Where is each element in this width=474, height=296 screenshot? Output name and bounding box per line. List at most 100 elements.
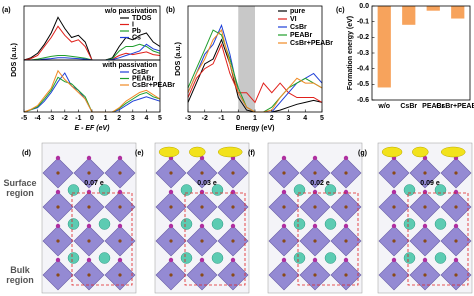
x-tick-label: 0 (90, 115, 94, 122)
iodine-atom (117, 155, 123, 161)
x-tick-label: -2 (62, 115, 68, 122)
x-tick-label: -1 (75, 115, 81, 122)
charge-label: 0.07 e (84, 180, 104, 187)
lead-atom (344, 205, 348, 209)
panel-label: (f) (248, 150, 255, 157)
legend-label: VI (290, 16, 297, 23)
bar (402, 6, 416, 25)
iodine-atom (343, 223, 349, 229)
lead-atom (454, 273, 458, 277)
panel-label: (e) (135, 150, 144, 157)
lead-atom (454, 171, 458, 175)
panel-label: (a) (2, 7, 11, 14)
iodine-atom (117, 189, 123, 195)
lead-atom (454, 239, 458, 243)
cesium-atom (434, 218, 447, 230)
lead-atom (56, 273, 60, 277)
cesium-atom (98, 252, 111, 264)
lead-atom (392, 273, 396, 277)
y-axis-label: DOS (a.u.) (11, 43, 18, 77)
lead-atom (169, 239, 173, 243)
y-tick-label: -0.5 (357, 81, 369, 88)
iodine-atom (343, 189, 349, 195)
iodine-atom (199, 257, 205, 263)
region-label: Bulk region (6, 265, 34, 285)
iodine-atom (422, 257, 428, 263)
lead-atom (282, 239, 286, 243)
lead-atom (118, 239, 122, 243)
iodine-atom (422, 189, 428, 195)
cesium-atom (211, 218, 224, 230)
charge-isosurface (440, 146, 466, 158)
lead-atom (200, 239, 204, 243)
legend-label: CsBr (290, 24, 307, 31)
bar (426, 6, 440, 11)
unit-cell-outline (407, 192, 469, 286)
legend-label: Pb (132, 28, 141, 35)
y-axis-label: Formation energy (eV) (347, 16, 354, 90)
x-tick-label: 0 (236, 115, 240, 122)
cesium-atom (98, 218, 111, 230)
lead-atom (87, 205, 91, 209)
cesium-atom (180, 252, 193, 264)
y-tick-label: -0.2 (357, 34, 369, 41)
legend-label: CsBr+PEABr (290, 40, 333, 47)
iodine-atom (86, 155, 92, 161)
cesium-atom (293, 184, 306, 196)
shaded-band (238, 6, 255, 112)
cesium-atom (324, 252, 337, 264)
iodine-atom (453, 189, 459, 195)
iodine-atom (168, 223, 174, 229)
y-tick-label: -0.6 (357, 97, 369, 104)
legend-label: CsBr (132, 69, 149, 76)
cesium-atom (403, 252, 416, 264)
y-tick-label: -0.3 (357, 50, 369, 57)
lead-atom (169, 171, 173, 175)
iodine-atom (312, 257, 318, 263)
cesium-atom (403, 184, 416, 196)
iodine-atom (312, 189, 318, 195)
iodine-atom (230, 223, 236, 229)
lead-atom (87, 239, 91, 243)
x-tick-label: -3 (185, 115, 191, 122)
x-tick-label: 5 (158, 115, 162, 122)
lead-atom (56, 239, 60, 243)
charge-label: 0.09 e (420, 180, 440, 187)
cesium-atom (324, 218, 337, 230)
bar (451, 6, 465, 19)
lead-atom (56, 171, 60, 175)
cesium-atom (293, 218, 306, 230)
x-tick-label: -4 (34, 115, 40, 122)
bar (377, 6, 391, 88)
lead-atom (87, 171, 91, 175)
lead-atom (392, 239, 396, 243)
lead-atom (200, 205, 204, 209)
x-tick-label: 2 (117, 115, 121, 122)
lead-atom (423, 205, 427, 209)
iodine-atom (55, 257, 61, 263)
lead-atom (392, 171, 396, 175)
x-tick-label: -5 (21, 115, 27, 122)
legend-label: TDOS (132, 15, 152, 22)
cesium-atom (180, 184, 193, 196)
iodine-atom (55, 155, 61, 161)
iodine-atom (281, 189, 287, 195)
lead-atom (423, 239, 427, 243)
lead-atom (231, 205, 235, 209)
iodine-atom (86, 257, 92, 263)
legend-title: with passivation (102, 62, 157, 69)
iodine-atom (281, 155, 287, 161)
lead-atom (313, 273, 317, 277)
series-line (187, 43, 323, 104)
charge-isosurface (217, 146, 243, 158)
x-tick-label: 5 (320, 115, 324, 122)
legend-label: Cs (132, 34, 141, 41)
lead-atom (344, 273, 348, 277)
lead-atom (231, 273, 235, 277)
cesium-atom (67, 218, 80, 230)
iodine-atom (343, 257, 349, 263)
x-axis-label: Energy (eV) (236, 125, 275, 132)
lead-atom (313, 171, 317, 175)
